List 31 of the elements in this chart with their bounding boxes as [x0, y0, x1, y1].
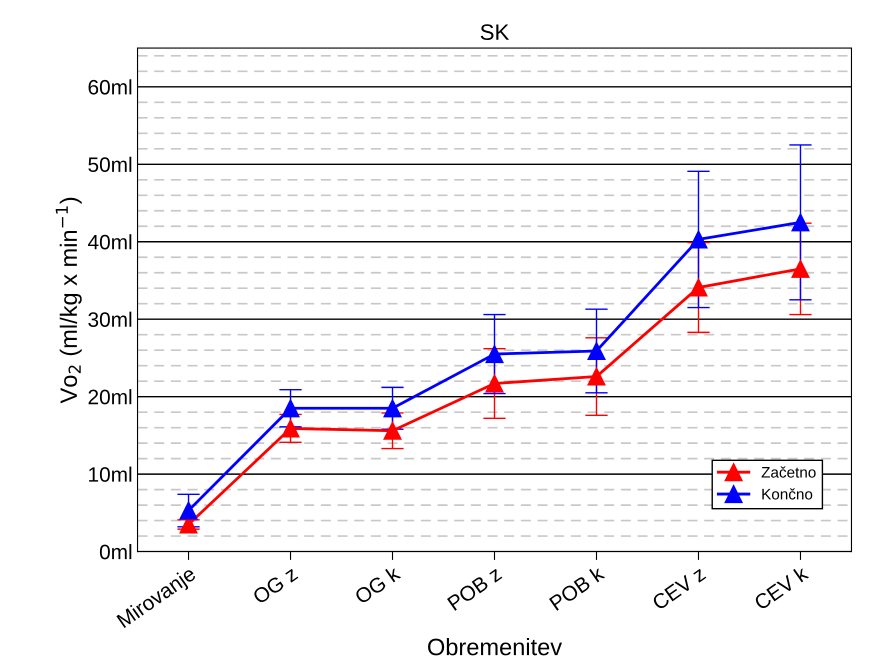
point: [180, 502, 198, 520]
point: [689, 278, 708, 296]
point: [791, 213, 810, 232]
x-axis-title: Obremenitev: [428, 638, 562, 656]
point: [383, 399, 402, 418]
legend-label: Začetno: [762, 466, 816, 478]
point: [281, 399, 300, 418]
x-tick-label: POB z: [446, 566, 502, 611]
y-axis-title: Vo$_{2}$ (ml/kg x min$^{−1}$): [56, 198, 82, 404]
y-tick-label: 0ml: [100, 544, 132, 560]
legend-label: Končno: [762, 488, 812, 500]
point: [587, 342, 606, 360]
x-tick-label: POB k: [548, 564, 606, 611]
y-tick-label: 10ml: [89, 466, 132, 482]
point: [383, 422, 402, 440]
point: [281, 419, 300, 438]
x-tick-label: OG z: [252, 566, 298, 605]
y-tick-label: 30ml: [88, 312, 132, 327]
chart-title: SK: [480, 24, 510, 40]
x-tick-label: CEV z: [651, 566, 706, 611]
y-tick-label: 40ml: [88, 234, 132, 250]
x-tick-label: CEV k: [752, 564, 810, 611]
y-tick-label: 20ml: [88, 389, 132, 404]
point: [689, 230, 708, 248]
point: [485, 374, 504, 393]
point: [587, 368, 606, 386]
y-tick-label: 50ml: [88, 156, 132, 172]
x-tick-label: OG k: [353, 564, 402, 605]
point: [791, 260, 810, 278]
y-tick-label: 60ml: [88, 79, 132, 95]
point: [485, 345, 504, 364]
